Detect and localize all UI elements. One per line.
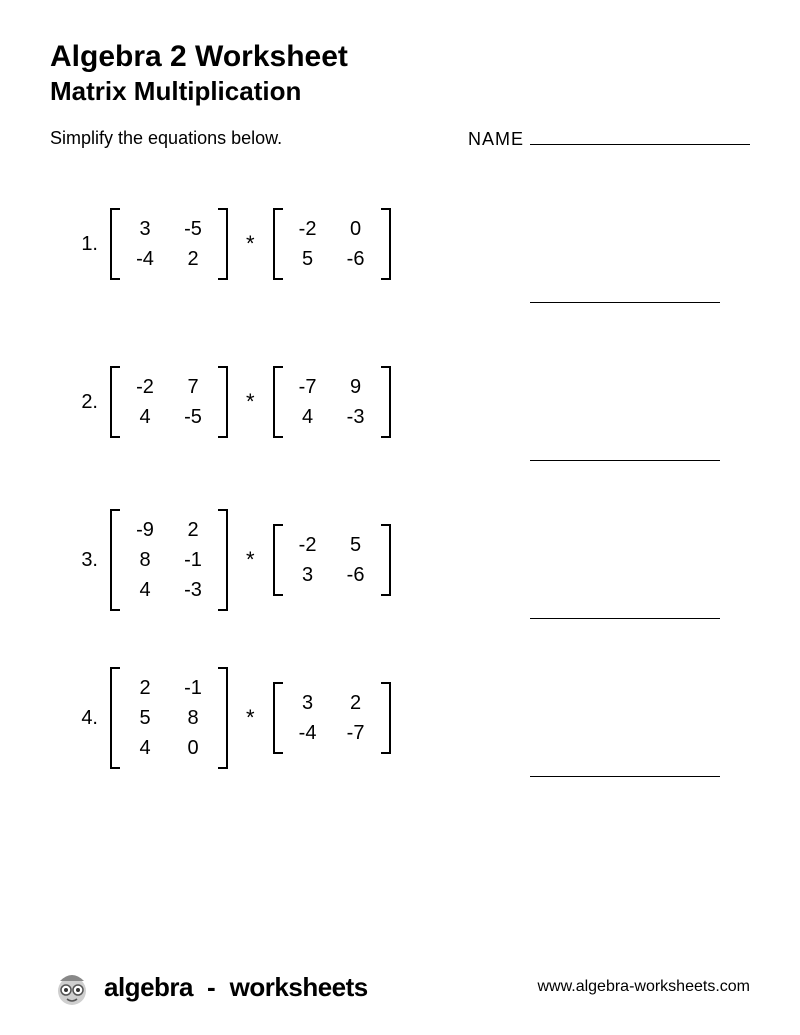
matrix-left: -9 28 -1 4 -3 <box>110 509 228 611</box>
operator: * <box>228 231 273 257</box>
matrix-left: -2 74 -5 <box>110 366 228 438</box>
matrix-cell: 3 <box>291 564 325 587</box>
footer-url: www.algebra-worksheets.com <box>537 978 750 996</box>
bracket-right <box>218 509 228 611</box>
bracket-right <box>381 366 391 438</box>
problem-number: 1. <box>50 233 110 256</box>
matrix-cell: -2 <box>291 218 325 241</box>
matrix-right: -2 53 -6 <box>273 524 391 596</box>
matrix-cell: -1 <box>176 549 210 572</box>
operator: * <box>228 547 273 573</box>
matrix-left: 2 -1 5840 <box>110 667 228 769</box>
matrix-cell: -3 <box>176 579 210 602</box>
brand-dash: - <box>203 972 220 1003</box>
matrix-cell: -7 <box>291 376 325 399</box>
matrix-right: -7 94 -3 <box>273 366 391 438</box>
problem-row: 1. 3 -5 -4 2 * -2 05 -6 <box>50 189 750 299</box>
bracket-right <box>218 366 228 438</box>
matrix-cell: 5 <box>291 248 325 271</box>
problem-row: 3. -9 28 -1 4 -3 * -2 53 -6 <box>50 505 750 615</box>
matrix-cell: -6 <box>339 248 373 271</box>
matrix-grid: -2 53 -6 <box>283 524 381 596</box>
worksheet-title: Algebra 2 Worksheet <box>50 40 750 74</box>
matrix-cell: 2 <box>128 677 162 700</box>
matrix-cell: 5 <box>339 534 373 557</box>
matrix-cell: -2 <box>291 534 325 557</box>
matrix-grid: -2 05 -6 <box>283 208 381 280</box>
answer-blank-line[interactable] <box>530 302 720 303</box>
page-footer: algebra - worksheets www.algebra-workshe… <box>50 965 750 1009</box>
bracket-right <box>381 208 391 280</box>
matrix-left: 3 -5 -4 2 <box>110 208 228 280</box>
matrix-cell: 2 <box>176 519 210 542</box>
operator: * <box>228 389 273 415</box>
matrix-cell: -5 <box>176 406 210 429</box>
matrix-grid: -7 94 -3 <box>283 366 381 438</box>
matrix-cell: -7 <box>339 722 373 745</box>
matrix-cell: 8 <box>128 549 162 572</box>
bracket-left <box>273 366 283 438</box>
answer-blank-line[interactable] <box>530 618 720 619</box>
bracket-left <box>273 208 283 280</box>
name-label: NAME <box>468 129 524 150</box>
mascot-icon <box>50 965 94 1009</box>
bracket-right <box>218 208 228 280</box>
brand-word-1: algebra <box>104 972 193 1003</box>
matrix-cell: 4 <box>128 737 162 760</box>
worksheet-header: Algebra 2 Worksheet Matrix Multiplicatio… <box>50 40 750 107</box>
matrix-grid: 32 -4 -7 <box>283 682 381 754</box>
bracket-left <box>273 524 283 596</box>
matrix-grid: 3 -5 -4 2 <box>120 208 218 280</box>
problem-row: 4.2-15840*32-4-7 <box>50 663 750 773</box>
matrix-cell: 0 <box>176 737 210 760</box>
bracket-left <box>110 509 120 611</box>
matrix-cell: 7 <box>176 376 210 399</box>
bracket-left <box>110 366 120 438</box>
bracket-left <box>110 208 120 280</box>
brand-logo: algebra - worksheets <box>50 965 368 1009</box>
bracket-left <box>273 682 283 754</box>
matrix-cell: -4 <box>291 722 325 745</box>
matrix-grid: -9 28 -1 4 -3 <box>120 509 218 611</box>
matrix-cell: -5 <box>176 218 210 241</box>
matrix-cell: -6 <box>339 564 373 587</box>
answer-blank-line[interactable] <box>530 776 720 777</box>
matrix-cell: 2 <box>176 248 210 271</box>
problem-number: 4. <box>50 707 110 730</box>
matrix-cell: 4 <box>128 579 162 602</box>
matrix-cell: 2 <box>339 692 373 715</box>
matrix-cell: -2 <box>128 376 162 399</box>
matrix-grid: -2 74 -5 <box>120 366 218 438</box>
bracket-left <box>110 667 120 769</box>
operator: * <box>228 705 273 731</box>
problem-number: 3. <box>50 549 110 572</box>
matrix-right: -2 05 -6 <box>273 208 391 280</box>
matrix-cell: 8 <box>176 707 210 730</box>
bracket-right <box>218 667 228 769</box>
matrix-right: 32 -4 -7 <box>273 682 391 754</box>
problems-list: 1.3-5-42*-205-62.-274-5*-794-33.-928-14-… <box>50 189 750 773</box>
bracket-right <box>381 682 391 754</box>
matrix-cell: 3 <box>291 692 325 715</box>
problem-number: 2. <box>50 391 110 414</box>
bracket-right <box>381 524 391 596</box>
matrix-grid: 2 -1 5840 <box>120 667 218 769</box>
matrix-cell: -1 <box>176 677 210 700</box>
problem-row: 2.-274-5*-794-3 <box>50 347 750 457</box>
name-blank-line[interactable] <box>530 127 750 145</box>
matrix-cell: 9 <box>339 376 373 399</box>
matrix-cell: 4 <box>128 406 162 429</box>
matrix-cell: -4 <box>128 248 162 271</box>
answer-blank-line[interactable] <box>530 460 720 461</box>
matrix-cell: 5 <box>128 707 162 730</box>
matrix-cell: -3 <box>339 406 373 429</box>
worksheet-subtitle: Matrix Multiplication <box>50 76 750 107</box>
matrix-cell: 0 <box>339 218 373 241</box>
matrix-cell: -9 <box>128 519 162 542</box>
matrix-cell: 4 <box>291 406 325 429</box>
matrix-cell: 3 <box>128 218 162 241</box>
brand-word-2: worksheets <box>230 972 368 1003</box>
